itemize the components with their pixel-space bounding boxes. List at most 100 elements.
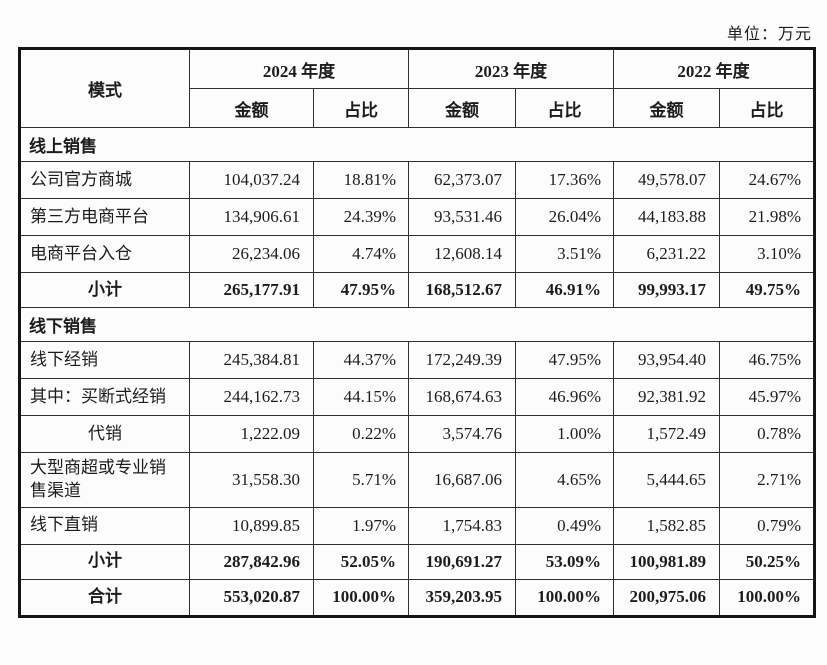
row-label-cell: 大型商超或专业销售渠道: [19, 452, 190, 508]
row-official-mall: 公司官方商城 104,037.24 18.81% 62,373.07 17.36…: [19, 161, 815, 199]
share-2022-cell: 100.00%: [719, 578, 815, 617]
column-header-share-2022: 占比: [719, 88, 815, 128]
share-2022-cell: 2.71%: [719, 452, 815, 508]
section-row-offline-sales: 线下销售: [19, 307, 815, 342]
row-third-party-ecommerce: 第三方电商平台 134,906.61 24.39% 93,531.46 26.0…: [19, 198, 815, 236]
amount-2023-cell: 172,249.39: [408, 341, 516, 379]
row-label-cell: 小计: [19, 272, 190, 308]
amount-2022-cell: 1,572.49: [613, 415, 720, 453]
amount-2024-cell: 265,177.91: [189, 272, 314, 308]
amount-2023-cell: 168,512.67: [408, 272, 516, 308]
amount-2024-cell: 26,234.06: [189, 235, 314, 273]
share-2023-cell: 46.96%: [515, 378, 614, 416]
section-title: 线上销售: [19, 127, 815, 162]
share-2022-cell: 45.97%: [719, 378, 815, 416]
share-2022-cell: 50.25%: [719, 543, 815, 580]
column-header-amount-2023: 金额: [408, 88, 516, 128]
amount-2024-cell: 1,222.09: [189, 415, 314, 453]
share-2023-cell: 17.36%: [515, 161, 614, 199]
row-label-cell: 电商平台入仓: [19, 235, 190, 273]
amount-2022-cell: 200,975.06: [613, 578, 720, 617]
share-2023-cell: 3.51%: [515, 235, 614, 273]
amount-2023-cell: 93,531.46: [408, 198, 516, 236]
amount-2022-cell: 93,954.40: [613, 341, 720, 379]
share-2024-cell: 5.71%: [313, 452, 409, 508]
amount-2024-cell: 10,899.85: [189, 506, 314, 545]
row-platform-warehouse: 电商平台入仓 26,234.06 4.74% 12,608.14 3.51% 6…: [19, 235, 815, 273]
amount-2024-cell: 244,162.73: [189, 378, 314, 416]
share-2024-cell: 44.37%: [313, 341, 409, 379]
share-2024-cell: 1.97%: [313, 506, 409, 545]
amount-2022-cell: 44,183.88: [613, 198, 720, 236]
row-label-cell: 合计: [19, 578, 190, 617]
amount-2023-cell: 359,203.95: [408, 578, 516, 617]
share-2024-cell: 4.74%: [313, 235, 409, 273]
share-2023-cell: 4.65%: [515, 452, 614, 508]
row-buyout-distribution: 其中：买断式经销 244,162.73 44.15% 168,674.63 46…: [19, 378, 815, 416]
share-2023-cell: 26.04%: [515, 198, 614, 236]
share-2022-cell: 0.78%: [719, 415, 815, 453]
table-header: 模式 2024 年度 2023 年度 2022 年度 金额 占比 金额 占比 金…: [19, 48, 815, 128]
column-header-year-2023: 2023 年度: [408, 48, 614, 89]
amount-2023-cell: 16,687.06: [408, 452, 516, 508]
column-header-year-2024: 2024 年度: [189, 48, 409, 89]
share-2024-cell: 52.05%: [313, 543, 409, 580]
share-2023-cell: 46.91%: [515, 272, 614, 308]
amount-2023-cell: 62,373.07: [408, 161, 516, 199]
header-row-measures: 金额 占比 金额 占比 金额 占比: [20, 88, 815, 128]
table-body: 线上销售 公司官方商城 104,037.24 18.81% 62,373.07 …: [19, 127, 815, 617]
amount-2022-cell: 6,231.22: [613, 235, 720, 273]
amount-2022-cell: 1,582.85: [613, 506, 720, 545]
amount-2024-cell: 104,037.24: [189, 161, 314, 199]
share-2022-cell: 21.98%: [719, 198, 815, 236]
amount-2023-cell: 1,754.83: [408, 506, 516, 545]
amount-2024-cell: 31,558.30: [189, 452, 314, 508]
column-header-amount-2022: 金额: [613, 88, 720, 128]
share-2024-cell: 18.81%: [313, 161, 409, 199]
amount-2022-cell: 92,381.92: [613, 378, 720, 416]
share-2022-cell: 24.67%: [719, 161, 815, 199]
amount-2023-cell: 190,691.27: [408, 543, 516, 580]
share-2023-cell: 47.95%: [515, 341, 614, 379]
column-header-share-2024: 占比: [313, 88, 409, 128]
header-row-years: 模式 2024 年度 2023 年度 2022 年度: [19, 48, 815, 128]
row-grand-total: 合计 553,020.87 100.00% 359,203.95 100.00%…: [19, 578, 815, 617]
share-2024-cell: 0.22%: [313, 415, 409, 453]
row-label-cell: 公司官方商城: [19, 161, 190, 199]
share-2023-cell: 0.49%: [515, 506, 614, 545]
amount-2023-cell: 168,674.63: [408, 378, 516, 416]
share-2024-cell: 24.39%: [313, 198, 409, 236]
section-title: 线下销售: [19, 307, 815, 342]
amount-2022-cell: 5,444.65: [613, 452, 720, 508]
share-2022-cell: 49.75%: [719, 272, 815, 308]
row-label-cell: 代销: [19, 415, 190, 453]
row-label-cell: 线下直销: [19, 506, 190, 545]
share-2023-cell: 100.00%: [515, 578, 614, 617]
amount-2022-cell: 49,578.07: [613, 161, 720, 199]
column-header-share-2023: 占比: [515, 88, 614, 128]
amount-2024-cell: 245,384.81: [189, 341, 314, 379]
row-label-cell: 小计: [19, 543, 190, 580]
share-2024-cell: 47.95%: [313, 272, 409, 308]
amount-2024-cell: 287,842.96: [189, 543, 314, 580]
amount-2024-cell: 134,906.61: [189, 198, 314, 236]
row-consignment: 代销 1,222.09 0.22% 3,574.76 1.00% 1,572.4…: [19, 415, 815, 453]
amount-2023-cell: 12,608.14: [408, 235, 516, 273]
amount-2022-cell: 99,993.17: [613, 272, 720, 308]
row-offline-distribution: 线下经销 245,384.81 44.37% 172,249.39 47.95%…: [19, 341, 815, 379]
unit-label: 单位：万元: [726, 26, 812, 43]
share-2023-cell: 1.00%: [515, 415, 614, 453]
row-online-subtotal: 小计 265,177.91 47.95% 168,512.67 46.91% 9…: [19, 272, 815, 308]
share-2023-cell: 53.09%: [515, 543, 614, 580]
column-header-year-2022: 2022 年度: [613, 48, 815, 89]
amount-2022-cell: 100,981.89: [613, 543, 720, 580]
row-offline-direct-sales: 线下直销 10,899.85 1.97% 1,754.83 0.49% 1,58…: [19, 506, 815, 545]
share-2024-cell: 100.00%: [313, 578, 409, 617]
sales-mode-table: 模式 2024 年度 2023 年度 2022 年度 金额 占比 金额 占比 金…: [18, 47, 816, 618]
row-label-cell: 第三方电商平台: [19, 198, 190, 236]
column-header-mode: 模式: [19, 48, 190, 128]
section-row-online-sales: 线上销售: [19, 127, 815, 162]
amount-2024-cell: 553,020.87: [189, 578, 314, 617]
row-label-cell: 线下经销: [19, 341, 190, 379]
